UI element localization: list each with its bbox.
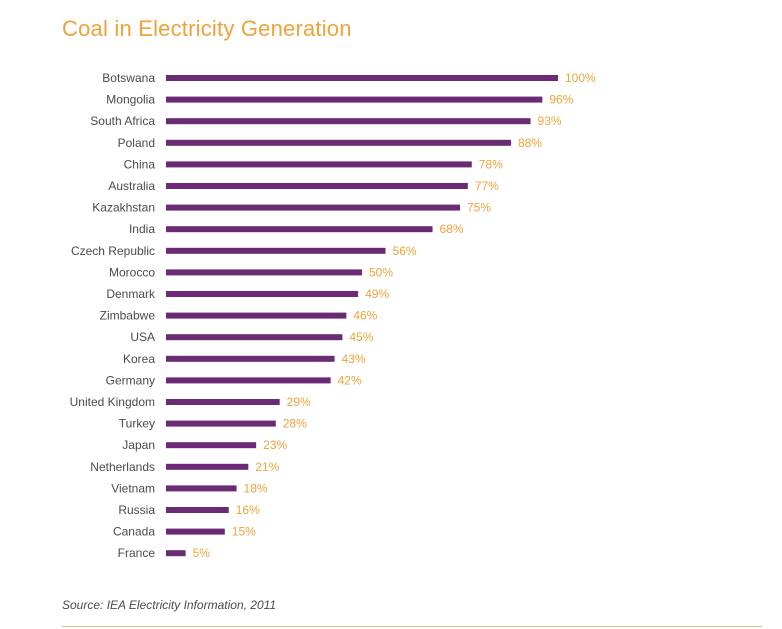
category-label: Australia <box>108 179 155 193</box>
value-label: 78% <box>479 157 503 171</box>
bar <box>166 312 347 319</box>
value-label: 56% <box>393 244 417 258</box>
bar <box>166 75 558 81</box>
category-label: Japan <box>122 438 155 452</box>
value-label: 77% <box>475 179 499 193</box>
value-label: 18% <box>244 481 268 495</box>
category-label: United Kingdom <box>70 395 155 409</box>
chart-title: Coal in Electricity Generation <box>62 16 352 41</box>
value-label: 42% <box>338 373 362 387</box>
category-label: Denmark <box>106 287 156 301</box>
bar <box>166 442 257 449</box>
value-label: 50% <box>369 265 393 279</box>
value-label: 16% <box>236 503 260 517</box>
bar <box>166 507 229 513</box>
value-label: 96% <box>549 93 573 107</box>
bar <box>166 528 225 535</box>
category-label: Vietnam <box>111 481 155 495</box>
footer-rule <box>62 626 762 627</box>
bar <box>166 334 343 341</box>
category-label: Czech Republic <box>71 244 155 258</box>
bar <box>166 550 186 557</box>
value-label: 49% <box>365 287 389 301</box>
value-label: 28% <box>283 417 307 431</box>
bar <box>166 355 335 362</box>
category-label: Korea <box>123 352 155 366</box>
category-label: Russia <box>118 503 155 517</box>
bar <box>166 420 276 427</box>
bar <box>166 96 543 103</box>
category-label: USA <box>130 330 155 344</box>
bar-chart: Botswana 100% Mongolia 96% South Africa 93% Po… <box>70 71 596 560</box>
value-label: 21% <box>255 460 279 474</box>
category-label: Poland <box>118 136 155 150</box>
value-label: 29% <box>287 395 311 409</box>
category-label: South Africa <box>90 114 155 128</box>
bar <box>166 118 531 125</box>
category-label: Germany <box>106 373 155 387</box>
bars-group: Botswana 100% Mongolia 96% South Africa 93% Po… <box>70 71 596 560</box>
bar <box>166 161 472 168</box>
category-label: Morocco <box>109 265 155 279</box>
value-label: 88% <box>518 136 542 150</box>
value-label: 75% <box>467 201 491 215</box>
category-label: China <box>124 157 156 171</box>
value-label: 5% <box>193 546 211 560</box>
value-label: 15% <box>232 525 256 539</box>
bar <box>166 485 237 492</box>
category-label: Netherlands <box>90 460 155 474</box>
value-label: 23% <box>263 438 287 452</box>
bar <box>166 399 280 405</box>
bar <box>166 226 433 233</box>
value-label: 43% <box>342 352 366 366</box>
bar <box>166 377 331 384</box>
category-label: Turkey <box>119 417 155 431</box>
category-label: Botswana <box>102 71 155 85</box>
bar <box>166 291 359 297</box>
source-note: Source: IEA Electricity Information, 201… <box>62 598 277 612</box>
value-label: 100% <box>565 71 596 85</box>
value-label: 46% <box>353 309 377 323</box>
category-label: France <box>118 546 156 560</box>
category-label: Mongolia <box>106 93 155 107</box>
category-label: India <box>129 222 155 236</box>
value-label: 68% <box>440 222 464 236</box>
bar <box>166 204 460 211</box>
category-label: Kazakhstan <box>92 201 155 215</box>
bar <box>166 139 511 146</box>
category-label: Zimbabwe <box>100 309 156 323</box>
bar <box>166 463 249 470</box>
category-label: Canada <box>113 525 155 539</box>
value-label: 45% <box>349 330 373 344</box>
bar <box>166 269 362 276</box>
value-label: 93% <box>538 114 562 128</box>
bar <box>166 247 386 254</box>
bar <box>166 183 468 189</box>
